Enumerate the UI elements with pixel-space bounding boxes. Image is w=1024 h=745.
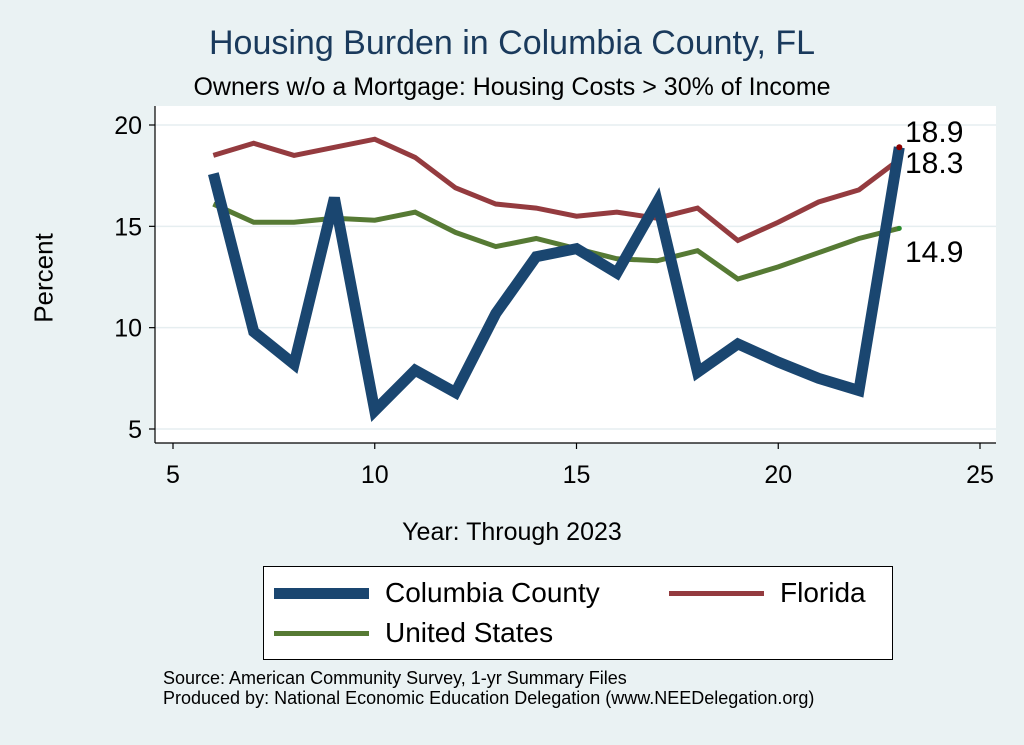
series-lines — [208, 136, 905, 423]
x-tick-label: 25 — [966, 461, 994, 489]
x-tick-label: 10 — [361, 461, 389, 489]
end-label-united-states: 14.9 — [905, 236, 963, 269]
legend-item-us: United States — [274, 617, 553, 649]
chart-subtitle: Owners w/o a Mortgage: Housing Costs > 3… — [193, 73, 831, 101]
end-point-columbia-county — [896, 144, 903, 151]
legend-label-florida: Florida — [780, 577, 866, 608]
legend-swatch-florida — [669, 590, 764, 596]
legend-label-us: United States — [385, 617, 554, 648]
y-tick-label: 15 — [114, 213, 142, 241]
x-tick-label: 5 — [166, 461, 180, 489]
plot-area — [155, 106, 996, 443]
legend-label-columbia: Columbia County — [385, 577, 600, 608]
source-line: Source: American Community Survey, 1-yr … — [163, 668, 627, 688]
chart-title: Housing Burden in Columbia County, FL — [208, 24, 816, 62]
y-axis-label: Percent — [28, 233, 59, 323]
end-label-columbia-county: 18.9 — [905, 116, 963, 149]
legend-swatch-us — [274, 630, 369, 636]
y-tick-label: 20 — [114, 112, 142, 140]
legend-swatch-columbia — [274, 587, 369, 599]
legend-item-florida: Florida — [669, 577, 866, 609]
legend-item-columbia: Columbia County — [274, 577, 600, 609]
axes: 5 10 15 20 5 10 15 20 25 — [114, 106, 996, 489]
x-tick-label: 20 — [764, 461, 792, 489]
gridlines — [155, 124, 996, 430]
series-line-florida — [212, 136, 901, 244]
source-note: Source: American Community Survey, 1-yr … — [163, 668, 814, 708]
legend: Columbia County Florida United States — [263, 566, 893, 660]
x-axis-label: Year: Through 2023 — [402, 518, 622, 546]
y-tick-label: 10 — [114, 315, 142, 343]
end-label-florida: 18.3 — [905, 147, 963, 180]
end-labels: 18.918.3 14.9 — [905, 116, 963, 269]
produced-by-line: Produced by: National Economic Education… — [163, 688, 815, 708]
x-tick-label: 15 — [563, 461, 591, 489]
end-point-united-states — [896, 225, 902, 231]
y-tick-label: 5 — [128, 416, 142, 444]
series-line-columbia-county — [208, 146, 905, 423]
